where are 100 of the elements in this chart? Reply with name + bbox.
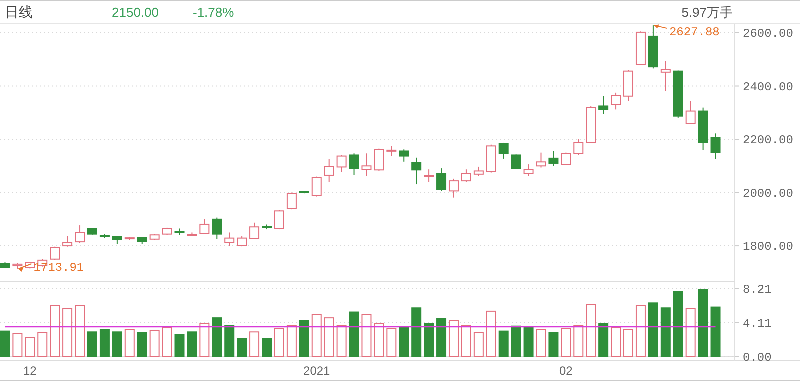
bar bbox=[660, 308, 671, 358]
bar bbox=[611, 328, 622, 358]
bar bbox=[598, 323, 609, 358]
bar bbox=[200, 323, 210, 358]
bar bbox=[586, 304, 596, 358]
bar bbox=[75, 305, 86, 358]
bar bbox=[38, 332, 48, 358]
bar bbox=[710, 306, 721, 358]
candlestick bbox=[362, 153, 372, 177]
bar bbox=[648, 302, 658, 358]
y-tick-label: 2200.00 bbox=[743, 134, 794, 148]
y-tick-label: 0.00 bbox=[743, 351, 772, 365]
bar bbox=[336, 325, 347, 358]
bar bbox=[274, 328, 284, 358]
bar bbox=[286, 325, 297, 358]
candlestick bbox=[399, 149, 410, 162]
candlestick bbox=[237, 236, 248, 248]
bar bbox=[436, 318, 447, 358]
bar bbox=[25, 337, 36, 358]
y-tick-label: 2600.00 bbox=[743, 26, 794, 41]
bar bbox=[174, 334, 185, 358]
y-tick-label: 4.11 bbox=[743, 316, 772, 331]
candlestick bbox=[474, 166, 484, 177]
y-tick-label: 8.21 bbox=[743, 283, 772, 297]
y-tick-label: 1800.00 bbox=[743, 240, 794, 254]
candlestick bbox=[574, 139, 584, 156]
candlestick bbox=[498, 142, 509, 160]
bar bbox=[636, 305, 646, 358]
bar bbox=[87, 332, 98, 358]
bar bbox=[100, 329, 110, 358]
bar bbox=[474, 332, 484, 358]
bar bbox=[237, 338, 248, 358]
candlestick bbox=[424, 169, 434, 183]
candlestick bbox=[461, 169, 472, 183]
candlestick bbox=[710, 133, 721, 160]
bar bbox=[137, 332, 148, 358]
bar bbox=[262, 338, 272, 358]
candlestick bbox=[511, 154, 522, 170]
bar bbox=[486, 310, 496, 358]
candlestick bbox=[75, 225, 86, 244]
candlestick bbox=[274, 210, 284, 230]
bar bbox=[224, 325, 235, 358]
annotation: 2627.88 bbox=[669, 26, 720, 40]
candlestick bbox=[349, 153, 360, 176]
bar bbox=[698, 289, 708, 358]
bar bbox=[386, 328, 397, 358]
bar bbox=[312, 314, 322, 358]
bar bbox=[187, 332, 198, 358]
bar bbox=[524, 328, 534, 358]
bar bbox=[424, 323, 434, 358]
bar bbox=[212, 318, 222, 358]
bar bbox=[112, 332, 122, 358]
candlestick bbox=[524, 164, 534, 177]
candlestick bbox=[660, 60, 671, 92]
bar bbox=[574, 325, 584, 358]
y-tick-label: 2400.00 bbox=[743, 80, 794, 94]
bar bbox=[561, 328, 572, 358]
candlestick bbox=[374, 148, 384, 172]
bar bbox=[448, 320, 459, 358]
candlestick bbox=[250, 222, 260, 240]
candlestick bbox=[224, 232, 235, 247]
x-tick-label: 12 bbox=[23, 364, 38, 378]
candlestick bbox=[412, 157, 422, 186]
candlestick bbox=[386, 146, 397, 157]
y-tick-label: 2000.00 bbox=[743, 186, 794, 201]
text: -1.78% bbox=[193, 5, 235, 20]
bar bbox=[536, 329, 546, 358]
annotation: 1713.91 bbox=[34, 260, 84, 275]
bar bbox=[498, 330, 509, 358]
candlestick bbox=[312, 176, 322, 198]
candlestick bbox=[62, 236, 73, 248]
candlestick bbox=[598, 96, 609, 115]
bar bbox=[349, 312, 360, 358]
bar bbox=[374, 323, 384, 358]
candlestick bbox=[448, 178, 459, 198]
bar bbox=[150, 330, 160, 358]
bar bbox=[250, 332, 260, 358]
bar bbox=[0, 330, 10, 358]
bar bbox=[461, 325, 472, 358]
bar bbox=[399, 328, 410, 358]
candlestick bbox=[548, 150, 559, 167]
bar bbox=[673, 291, 684, 358]
candlestick bbox=[200, 218, 210, 235]
candlestick bbox=[324, 158, 334, 183]
bar bbox=[62, 308, 73, 358]
bar bbox=[162, 328, 172, 358]
candlestick bbox=[336, 154, 347, 173]
bar bbox=[124, 329, 135, 358]
chart-title: 日线 bbox=[5, 4, 33, 20]
bar bbox=[548, 332, 559, 358]
candlestick bbox=[212, 217, 222, 240]
x-tick-label: 02 bbox=[560, 364, 574, 378]
bar bbox=[324, 318, 334, 358]
candlestick bbox=[686, 100, 696, 125]
bar bbox=[12, 333, 23, 358]
bar bbox=[624, 329, 634, 358]
bar bbox=[511, 326, 522, 358]
bar bbox=[412, 308, 422, 358]
candlestick bbox=[436, 168, 447, 192]
candlestick bbox=[611, 92, 622, 110]
